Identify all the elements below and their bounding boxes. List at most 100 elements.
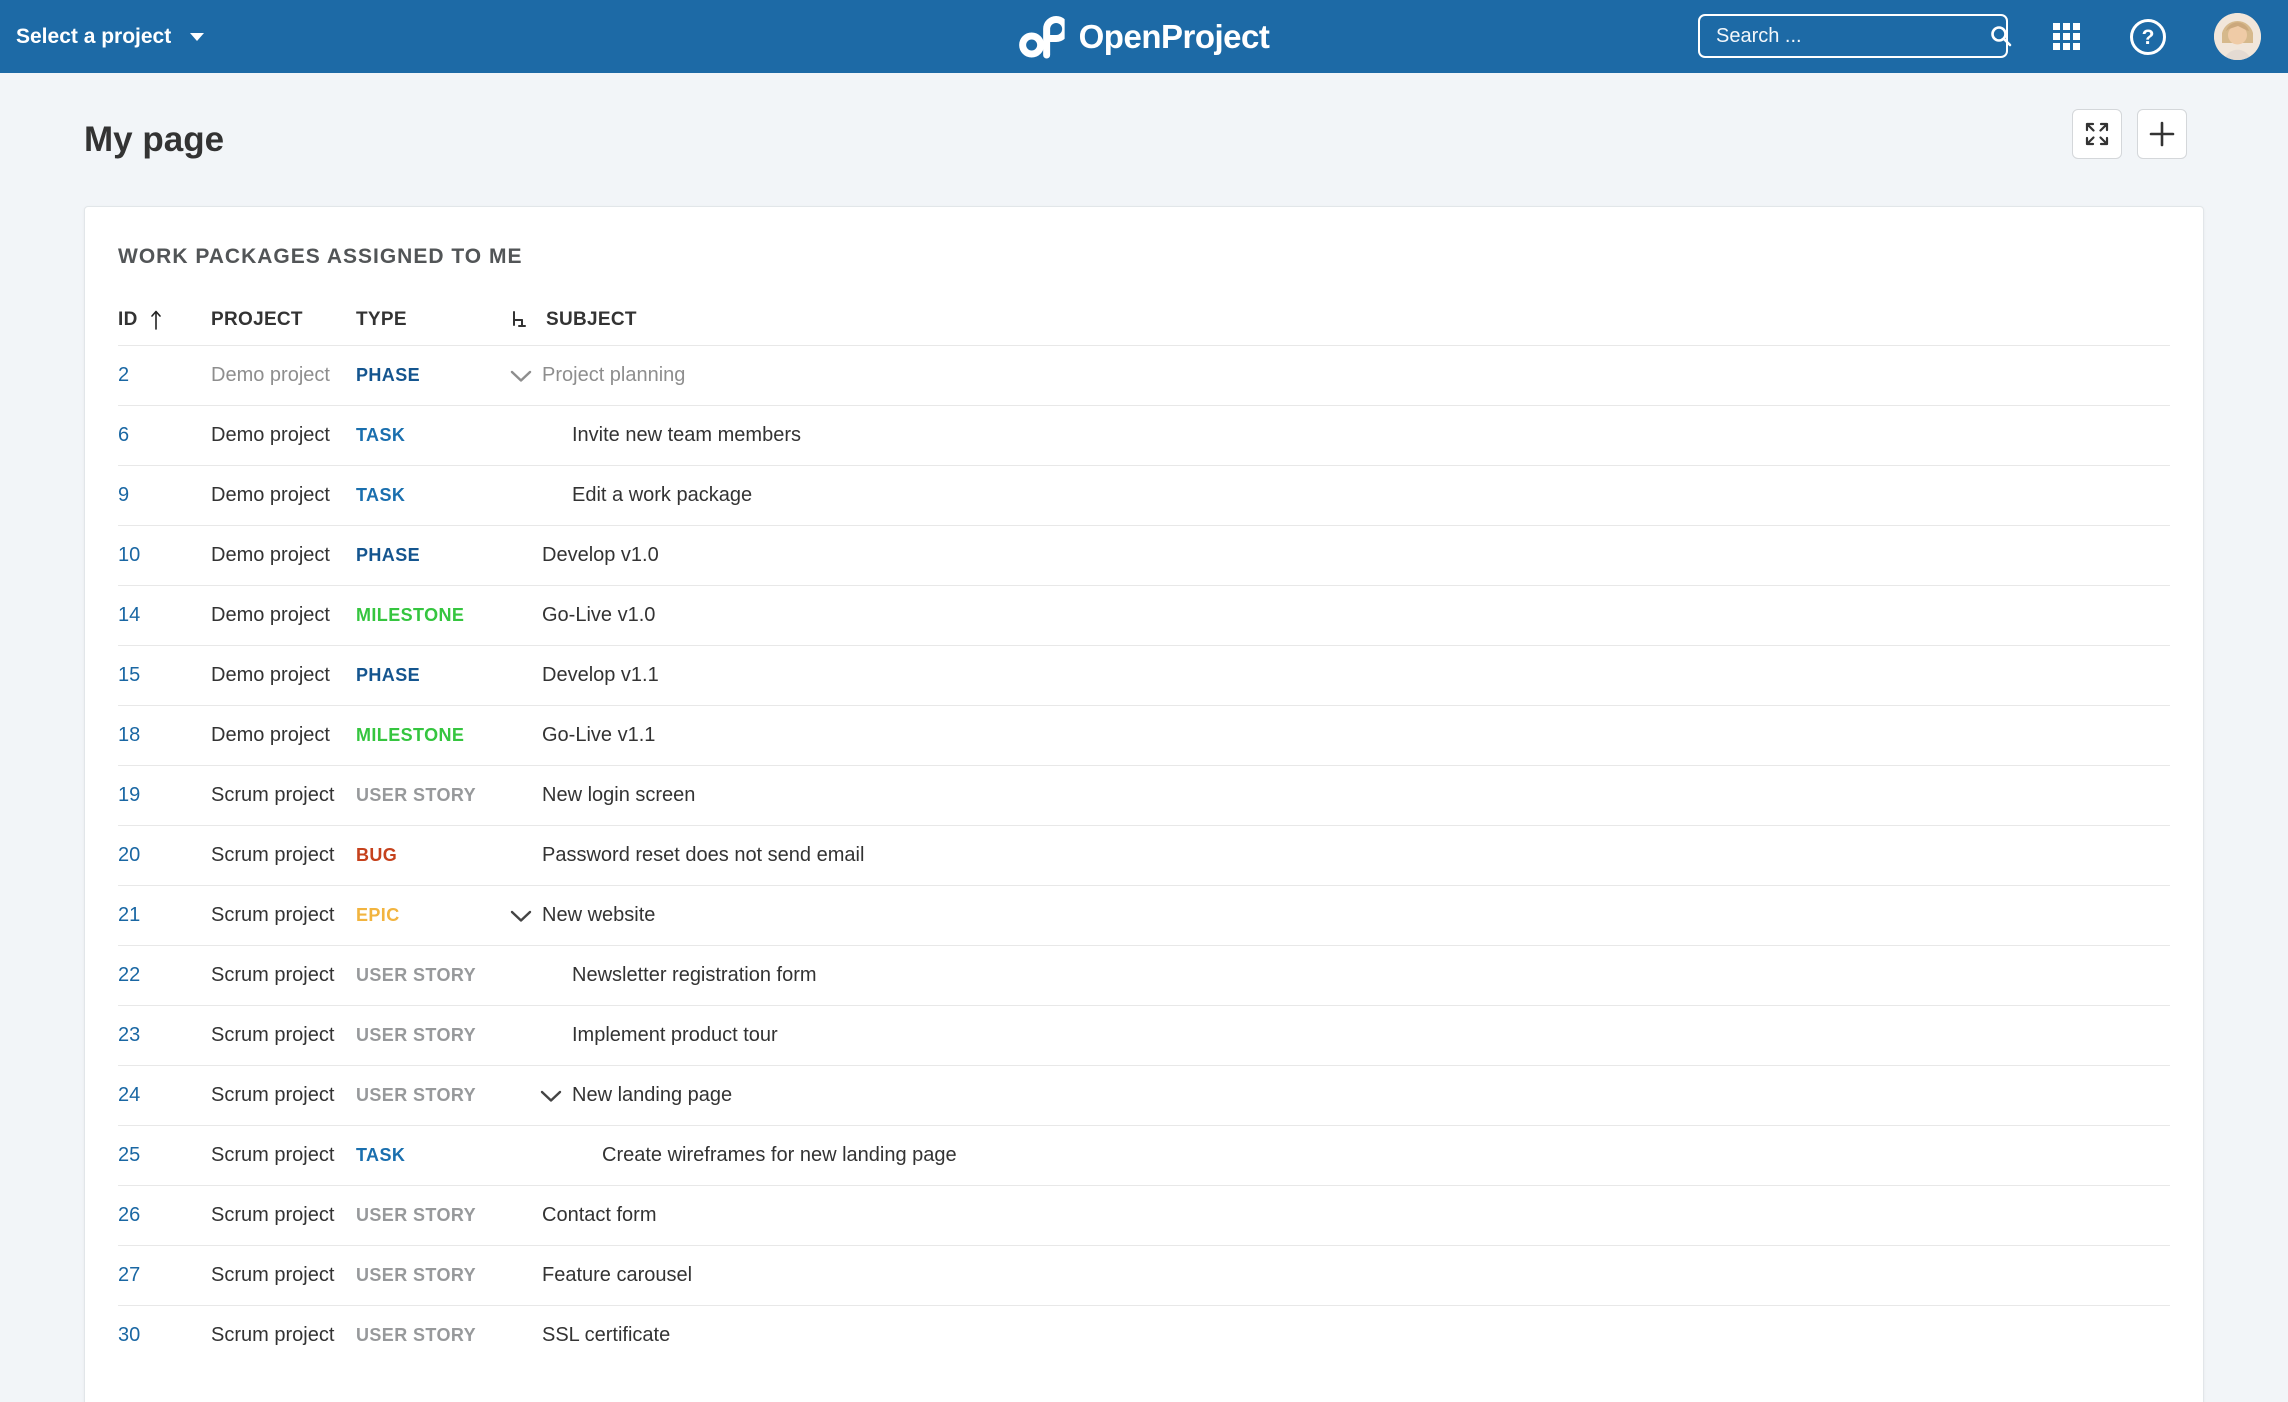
add-widget-button[interactable] <box>2137 109 2187 159</box>
work-package-id-cell: 26 <box>118 1204 211 1227</box>
collapse-children-button[interactable] <box>510 369 532 383</box>
subject-cell: Contact form <box>510 1204 2170 1227</box>
table-row[interactable]: 20 Scrum project BUG Password reset does… <box>118 825 2170 885</box>
subject-cell: Feature carousel <box>510 1264 2170 1287</box>
search-icon[interactable] <box>1989 24 2025 48</box>
work-package-id-link[interactable]: 6 <box>118 424 130 446</box>
collapse-children-button[interactable] <box>510 1329 532 1343</box>
table-row[interactable]: 19 Scrum project USER STORY New login sc… <box>118 765 2170 825</box>
collapse-children-button[interactable] <box>510 549 532 563</box>
table-row[interactable]: 23 Scrum project USER STORY Implement pr… <box>118 1005 2170 1065</box>
subject-cell: Go-Live v1.0 <box>510 604 2170 627</box>
table-row[interactable]: 25 Scrum project TASK Create wireframes … <box>118 1125 2170 1185</box>
collapse-children-button[interactable] <box>510 1269 532 1283</box>
table-row[interactable]: 15 Demo project PHASE Develop v1.1 <box>118 645 2170 705</box>
openproject-logo[interactable]: OpenProject <box>1019 0 1270 73</box>
collapse-children-button[interactable] <box>510 789 532 803</box>
work-package-id-link[interactable]: 25 <box>118 1144 141 1166</box>
table-row[interactable]: 21 Scrum project EPIC New website <box>118 885 2170 945</box>
work-package-id-link[interactable]: 18 <box>118 724 141 746</box>
table-row[interactable]: 18 Demo project MILESTONE Go-Live v1.1 <box>118 705 2170 765</box>
project-cell: Scrum project <box>211 964 335 986</box>
plus-icon <box>2147 119 2177 149</box>
collapse-children-button[interactable] <box>510 489 532 503</box>
collapse-children-button[interactable] <box>510 669 532 683</box>
subject-text: Implement product tour <box>572 1024 778 1046</box>
work-package-id-link[interactable]: 21 <box>118 904 141 926</box>
type-cell: PHASE <box>356 545 421 565</box>
fullscreen-button[interactable] <box>2072 109 2122 159</box>
project-cell: Demo project <box>211 664 330 686</box>
subject-text: Develop v1.1 <box>542 664 659 686</box>
type-cell: BUG <box>356 845 398 865</box>
work-package-id-cell: 9 <box>118 484 211 507</box>
type-cell: MILESTONE <box>356 605 465 625</box>
subject-text: Contact form <box>542 1204 657 1226</box>
project-cell: Demo project <box>211 724 330 746</box>
subject-text: Project planning <box>542 364 686 386</box>
expand-arrows-icon <box>2084 121 2110 147</box>
work-package-id-link[interactable]: 30 <box>118 1324 141 1346</box>
work-package-id-cell: 21 <box>118 904 211 927</box>
work-package-id-link[interactable]: 22 <box>118 964 141 986</box>
type-cell: USER STORY <box>356 785 477 805</box>
column-header-type[interactable]: TYPE <box>356 309 407 330</box>
work-package-id-cell: 18 <box>118 724 211 747</box>
type-cell: USER STORY <box>356 1265 477 1285</box>
caret-down-icon <box>189 32 205 42</box>
work-package-id-link[interactable]: 2 <box>118 364 130 386</box>
subject-cell: Create wireframes for new landing page <box>510 1144 2170 1167</box>
column-header-subject[interactable]: SUBJECT <box>510 309 2170 331</box>
modules-grid-button[interactable] <box>2040 0 2094 73</box>
table-row[interactable]: 2 Demo project PHASE Project planning <box>118 345 2170 405</box>
collapse-children-button[interactable] <box>510 609 532 623</box>
table-row[interactable]: 14 Demo project MILESTONE Go-Live v1.0 <box>118 585 2170 645</box>
subject-cell: New website <box>510 904 2170 927</box>
collapse-children-button[interactable] <box>510 429 532 443</box>
collapse-children-button[interactable] <box>510 969 532 983</box>
search-input[interactable] <box>1700 24 1989 48</box>
work-package-id-link[interactable]: 26 <box>118 1204 141 1226</box>
project-cell: Scrum project <box>211 1204 335 1226</box>
user-avatar[interactable] <box>2214 13 2261 60</box>
help-button[interactable]: ? <box>2121 0 2175 73</box>
collapse-children-button[interactable] <box>510 909 532 923</box>
work-package-id-link[interactable]: 20 <box>118 844 141 866</box>
subject-text: Edit a work package <box>572 484 753 506</box>
collapse-children-button[interactable] <box>510 849 532 863</box>
project-cell: Demo project <box>211 484 330 506</box>
project-selector-dropdown[interactable]: Select a project <box>16 0 205 73</box>
global-search-box <box>1698 14 2012 58</box>
widget-title: WORK PACKAGES ASSIGNED TO ME <box>118 245 523 268</box>
collapse-children-button[interactable] <box>510 1149 532 1163</box>
work-package-id-link[interactable]: 9 <box>118 484 130 506</box>
collapse-children-button[interactable] <box>510 729 532 743</box>
column-header-id[interactable]: ID <box>118 309 211 331</box>
work-package-id-link[interactable]: 24 <box>118 1084 141 1106</box>
grid-icon <box>2053 22 2081 51</box>
work-package-id-cell: 24 <box>118 1084 211 1107</box>
work-package-id-link[interactable]: 10 <box>118 544 141 566</box>
type-cell: PHASE <box>356 665 421 685</box>
work-package-id-link[interactable]: 23 <box>118 1024 141 1046</box>
table-row[interactable]: 26 Scrum project USER STORY Contact form <box>118 1185 2170 1245</box>
table-row[interactable]: 24 Scrum project USER STORY New landing … <box>118 1065 2170 1125</box>
work-package-id-link[interactable]: 27 <box>118 1264 141 1286</box>
work-package-id-link[interactable]: 19 <box>118 784 141 806</box>
table-row[interactable]: 9 Demo project TASK Edit a work package <box>118 465 2170 525</box>
project-cell: Demo project <box>211 364 330 386</box>
collapse-children-button[interactable] <box>510 1029 532 1043</box>
table-row[interactable]: 22 Scrum project USER STORY Newsletter r… <box>118 945 2170 1005</box>
collapse-children-button[interactable] <box>540 1089 562 1103</box>
table-row[interactable]: 6 Demo project TASK Invite new team memb… <box>118 405 2170 465</box>
table-row[interactable]: 30 Scrum project USER STORY SSL certific… <box>118 1305 2170 1365</box>
table-row[interactable]: 10 Demo project PHASE Develop v1.0 <box>118 525 2170 585</box>
work-package-id-link[interactable]: 14 <box>118 604 141 626</box>
column-header-project[interactable]: PROJECT <box>211 309 303 330</box>
table-row[interactable]: 27 Scrum project USER STORY Feature caro… <box>118 1245 2170 1305</box>
work-package-id-cell: 25 <box>118 1144 211 1167</box>
collapse-children-button[interactable] <box>510 1209 532 1223</box>
work-package-id-link[interactable]: 15 <box>118 664 141 686</box>
subject-cell: Invite new team members <box>510 424 2170 447</box>
subject-text: Create wireframes for new landing page <box>602 1144 957 1166</box>
